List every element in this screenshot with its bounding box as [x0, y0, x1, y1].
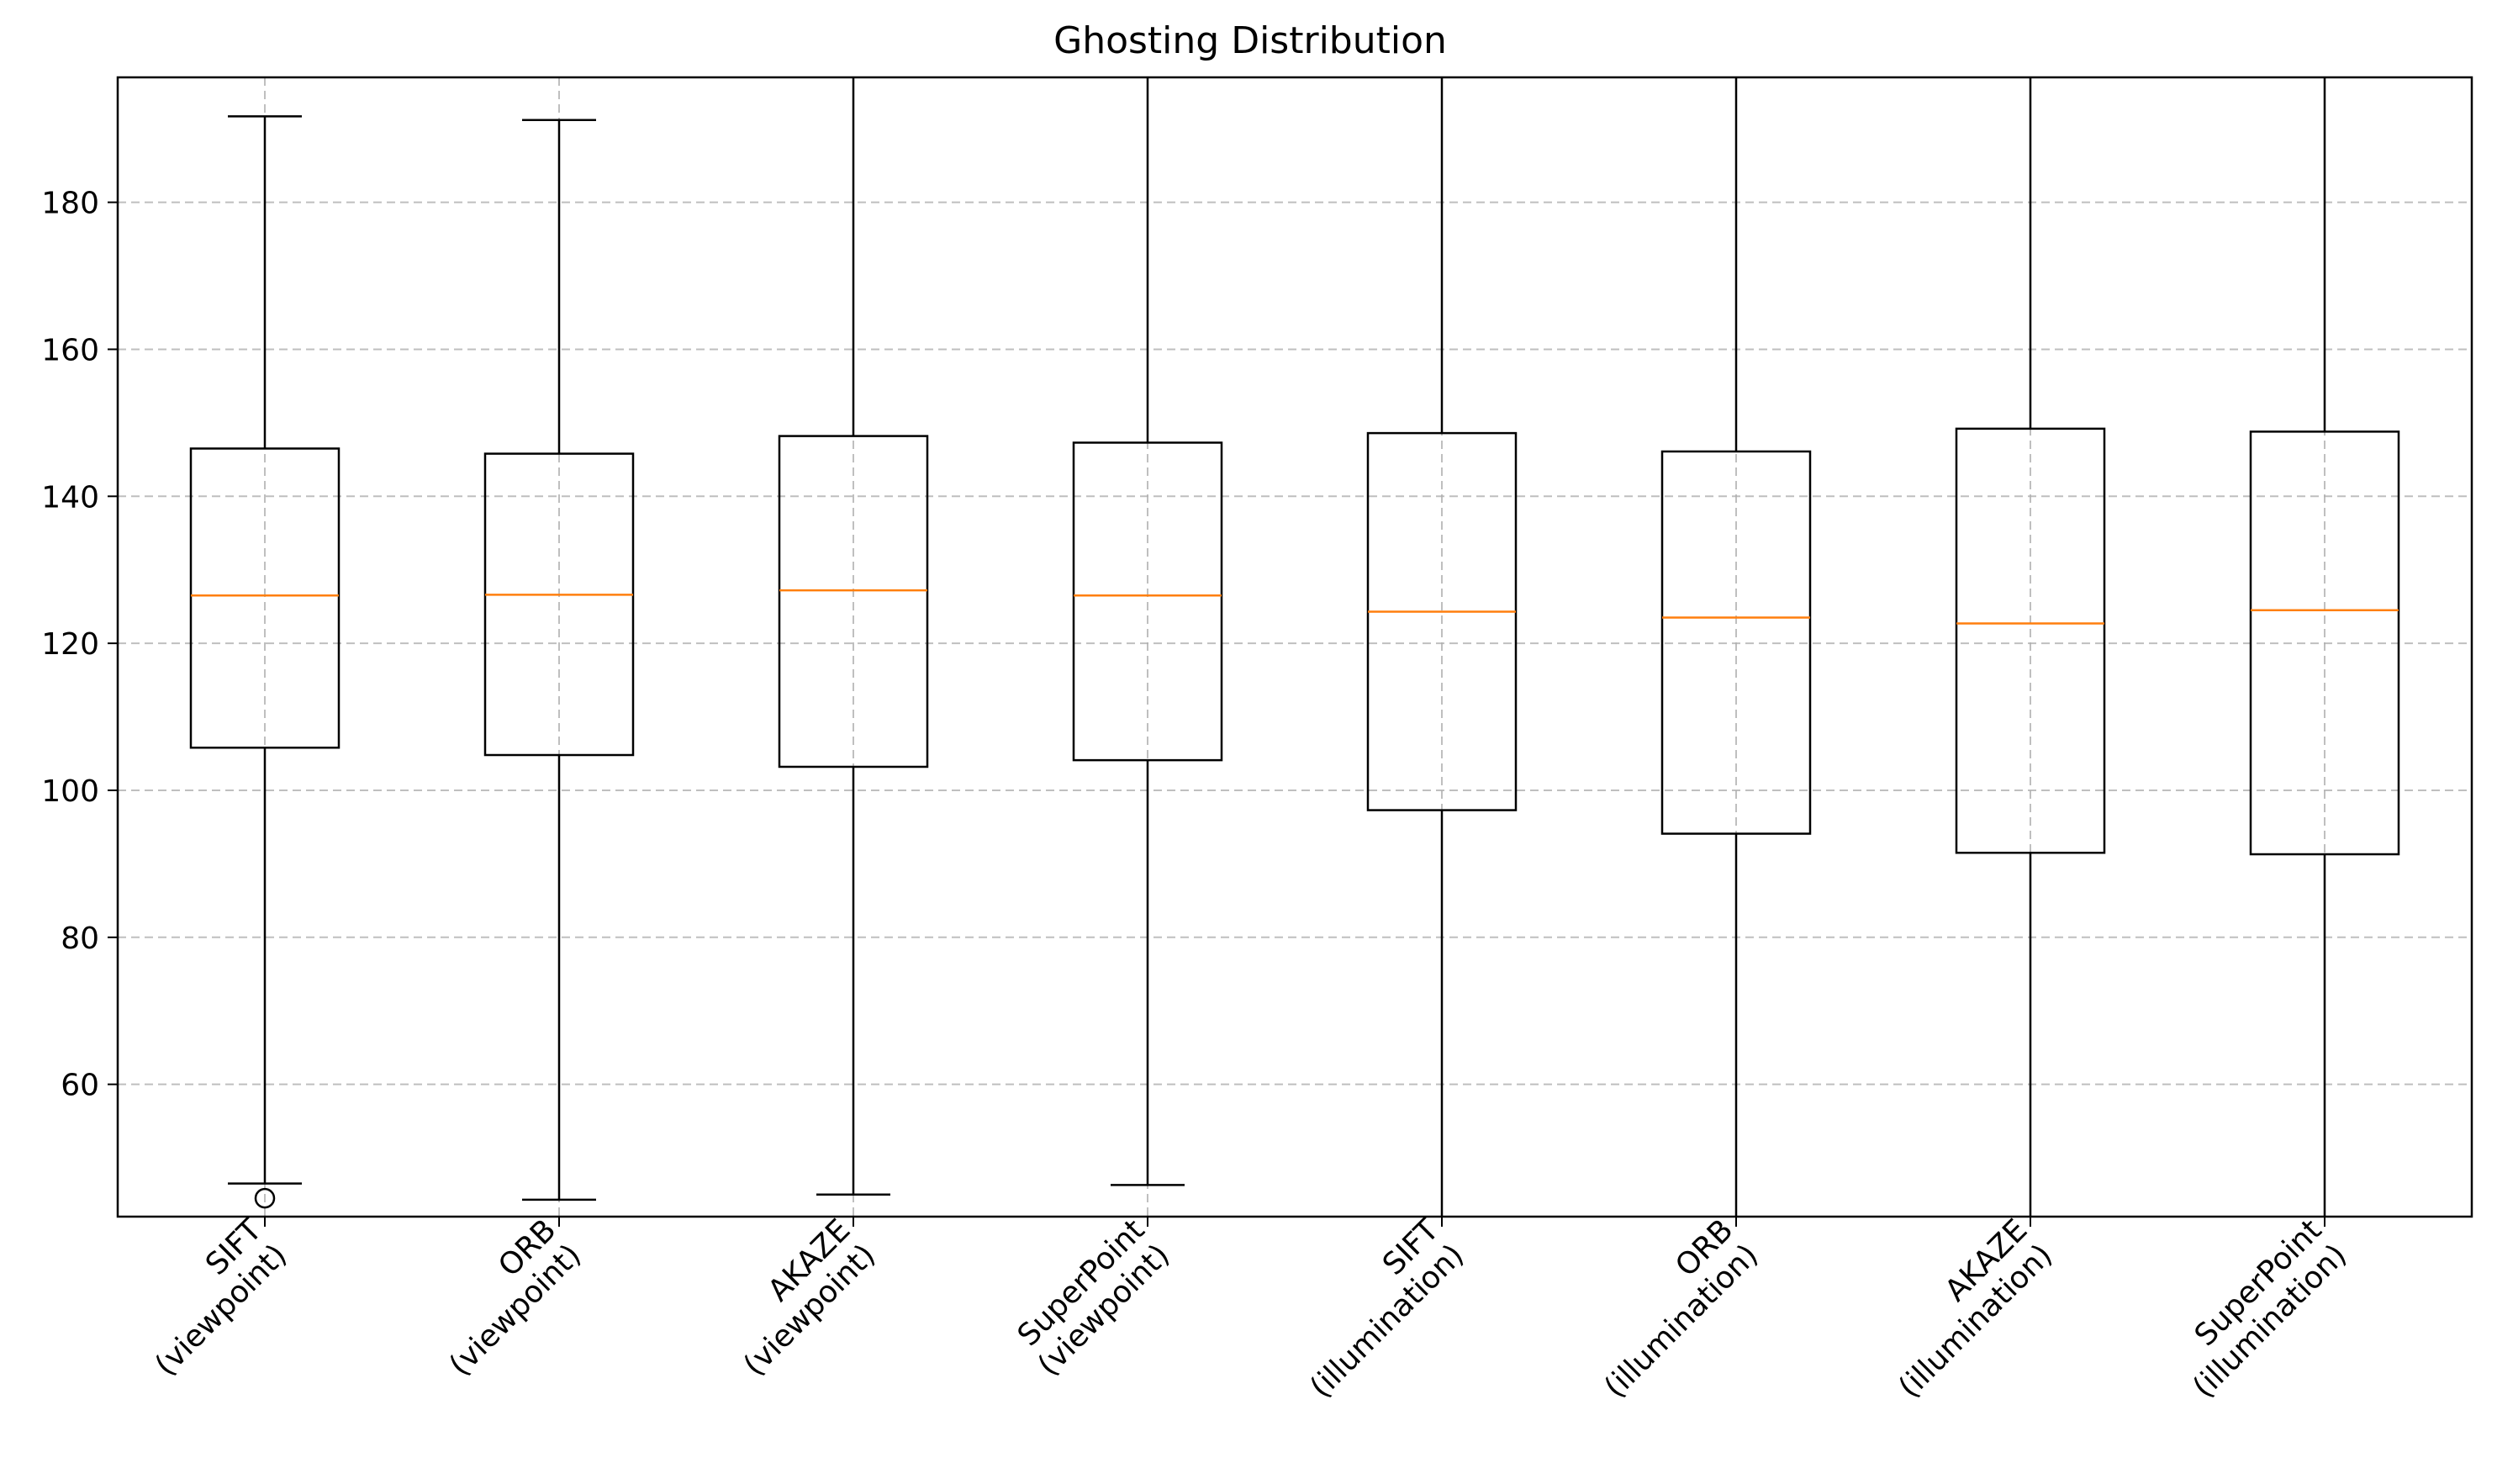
iqr-box — [483, 452, 635, 757]
box-layer — [189, 77, 2400, 1217]
chart-title: Ghosting Distribution — [1053, 19, 1447, 62]
y-tick-label: 180 — [41, 187, 99, 221]
box-1 — [189, 115, 340, 1209]
iqr-box — [1660, 450, 1812, 835]
x-tick-label: SIFT(illumination) — [1304, 1212, 1471, 1405]
box-3 — [778, 77, 929, 1196]
iqr-box — [1366, 431, 1518, 811]
iqr-box — [1955, 427, 2106, 854]
y-tick-label: 100 — [41, 774, 99, 809]
iqr-box — [189, 447, 340, 749]
box-7 — [1955, 77, 2106, 1217]
y-tick-label: 80 — [61, 922, 99, 956]
plot-frame — [116, 76, 2473, 1218]
outlier-point — [254, 1187, 276, 1209]
x-tick-label: SuperPoint(illumination) — [2187, 1212, 2354, 1404]
y-tick-label: 60 — [61, 1069, 99, 1103]
y-tick-label: 120 — [41, 627, 99, 662]
iqr-box — [778, 435, 929, 768]
x-tick-label: SuperPoint(viewpoint) — [1011, 1212, 1176, 1382]
y-axis: 60 80 100 120 140 160 180 — [41, 187, 118, 1103]
x-tick-label: AKAZE(viewpoint) — [737, 1212, 882, 1382]
x-tick-label: ORB(illumination) — [1598, 1212, 1766, 1404]
box-2 — [483, 119, 635, 1201]
iqr-box — [2249, 430, 2400, 856]
y-tick-label: 140 — [41, 480, 99, 515]
grid-layer — [118, 77, 2472, 1217]
box-4 — [1072, 77, 1223, 1186]
box-8 — [2249, 77, 2400, 1217]
y-tick-label: 160 — [41, 333, 99, 367]
x-tick-label: ORB(viewpoint) — [443, 1212, 588, 1382]
box-6 — [1660, 77, 1812, 1217]
box-5 — [1366, 77, 1518, 1217]
x-tick-label: SIFT(viewpoint) — [149, 1212, 293, 1383]
x-tick-label: AKAZE(illumination) — [1893, 1212, 2060, 1404]
iqr-box — [1072, 441, 1223, 762]
x-axis: SIFT(viewpoint) ORB(viewpoint) AKAZE(viewp… — [149, 1212, 2354, 1405]
